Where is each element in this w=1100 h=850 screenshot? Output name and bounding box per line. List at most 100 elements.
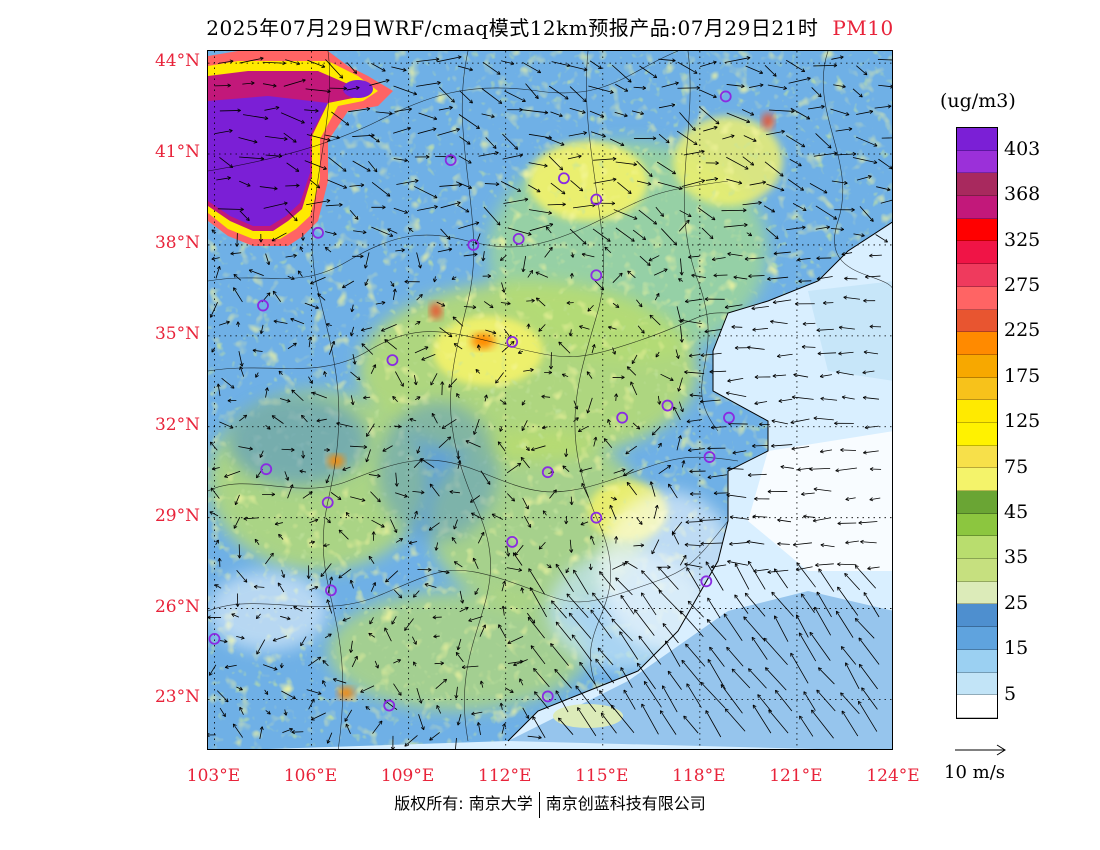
wind-arrow <box>293 606 303 612</box>
wind-arrow <box>478 151 499 157</box>
wind-arrow <box>416 293 423 301</box>
wind-arrow <box>713 273 728 278</box>
wind-arrow <box>272 635 287 642</box>
wind-arrow <box>439 327 453 338</box>
wind-arrow <box>431 412 438 424</box>
wind-arrow <box>742 200 762 206</box>
wind-arrow <box>709 646 725 667</box>
wind-arrow <box>535 271 549 278</box>
wind-arrow <box>568 131 587 137</box>
wind-arrow <box>622 468 634 477</box>
coastline <box>507 221 892 742</box>
wind-arrow <box>393 158 408 163</box>
colorbar-cell <box>957 445 997 469</box>
wind-arrow <box>506 493 516 502</box>
wind-arrow <box>838 325 855 330</box>
wind-arrow <box>614 536 619 544</box>
wind-arrow <box>658 103 676 109</box>
wind-arrow <box>555 690 569 713</box>
wind-arrow <box>291 389 304 402</box>
wind-arrow <box>545 136 565 146</box>
wind-arrow <box>562 465 570 472</box>
wind-arrow <box>349 209 359 220</box>
wind-arrow <box>795 614 809 638</box>
wind-arrow <box>593 177 617 184</box>
wind-arrow <box>743 135 757 142</box>
station-marker <box>703 451 716 463</box>
wind-arrow <box>570 252 575 258</box>
wind-arrow <box>845 662 860 689</box>
wind-arrow <box>867 566 880 571</box>
wind-arrow <box>281 569 286 578</box>
wind-arrow <box>579 661 596 685</box>
wind-arrow <box>815 205 838 220</box>
wind-arrow <box>324 447 330 453</box>
wind-arrow <box>273 319 288 324</box>
wind-arrow <box>864 425 879 430</box>
colorbar-cell <box>957 649 997 673</box>
station-marker <box>661 399 674 412</box>
wind-arrow <box>248 269 264 277</box>
wind-arrow <box>233 273 242 281</box>
wind-arrow <box>565 567 570 574</box>
wind-arrow <box>369 78 390 86</box>
wind-arrow <box>590 201 616 206</box>
map-panel[interactable] <box>207 50 893 750</box>
wind-arrow <box>525 83 539 100</box>
wind-arrow <box>503 197 529 204</box>
wind-arrow <box>393 683 402 696</box>
wind-arrow <box>392 395 398 403</box>
colorbar-cell <box>957 400 997 423</box>
wind-arrow <box>746 345 765 350</box>
wind-arrow <box>328 157 347 172</box>
wind-arrow <box>815 562 834 568</box>
wind-arrow <box>681 179 706 187</box>
wind-arrow <box>710 564 727 569</box>
wind-arrow <box>429 732 440 741</box>
wind-arrow <box>368 555 375 564</box>
wind-arrow <box>754 375 771 380</box>
wind-arrow <box>281 690 296 700</box>
wind-arrow <box>522 109 549 115</box>
wind-arrow <box>239 210 250 221</box>
wind-arrow <box>648 255 660 262</box>
wind-arrow <box>485 137 497 149</box>
wind-arrow <box>391 66 407 72</box>
wind-arrow <box>581 252 595 258</box>
colorbar-tick-label: 403 <box>1004 137 1041 160</box>
wind-arrow <box>658 133 670 144</box>
wind-arrow <box>491 513 503 520</box>
wind-arrow <box>473 419 480 435</box>
wind-arrow <box>416 57 440 63</box>
wind-arrow <box>393 589 403 599</box>
wind-arrow <box>641 703 659 735</box>
copyright-right: 南京创蓝科技有限公司 <box>545 794 706 813</box>
wind-arrow <box>704 297 725 302</box>
wind-arrow <box>468 616 483 622</box>
wind-arrow <box>589 60 602 70</box>
wind-arrow <box>421 354 436 361</box>
wind-arrow <box>772 373 787 378</box>
wind-arrow <box>820 396 838 401</box>
wind-arrow <box>210 487 220 499</box>
wind-arrow <box>679 112 696 131</box>
wind-arrow <box>528 568 545 595</box>
wind-arrow <box>796 562 816 588</box>
wind-arrow <box>262 61 286 66</box>
wind-arrow <box>217 59 234 64</box>
wind-arrow <box>803 514 816 519</box>
wind-arrow <box>819 449 833 454</box>
wind-arrow <box>483 206 501 226</box>
wind-arrow <box>436 705 442 714</box>
wind-arrow <box>237 544 242 559</box>
wind-arrow <box>688 254 700 260</box>
wind-arrow <box>501 580 507 592</box>
wind-arrow <box>342 617 351 622</box>
colorbar-cell <box>957 491 997 514</box>
wind-arrow <box>300 636 307 647</box>
wind-arrow <box>498 624 507 639</box>
wind-arrow <box>801 492 815 497</box>
wind-arrow <box>685 643 706 667</box>
wind-arrow <box>594 280 605 291</box>
wind-arrow <box>793 372 809 378</box>
